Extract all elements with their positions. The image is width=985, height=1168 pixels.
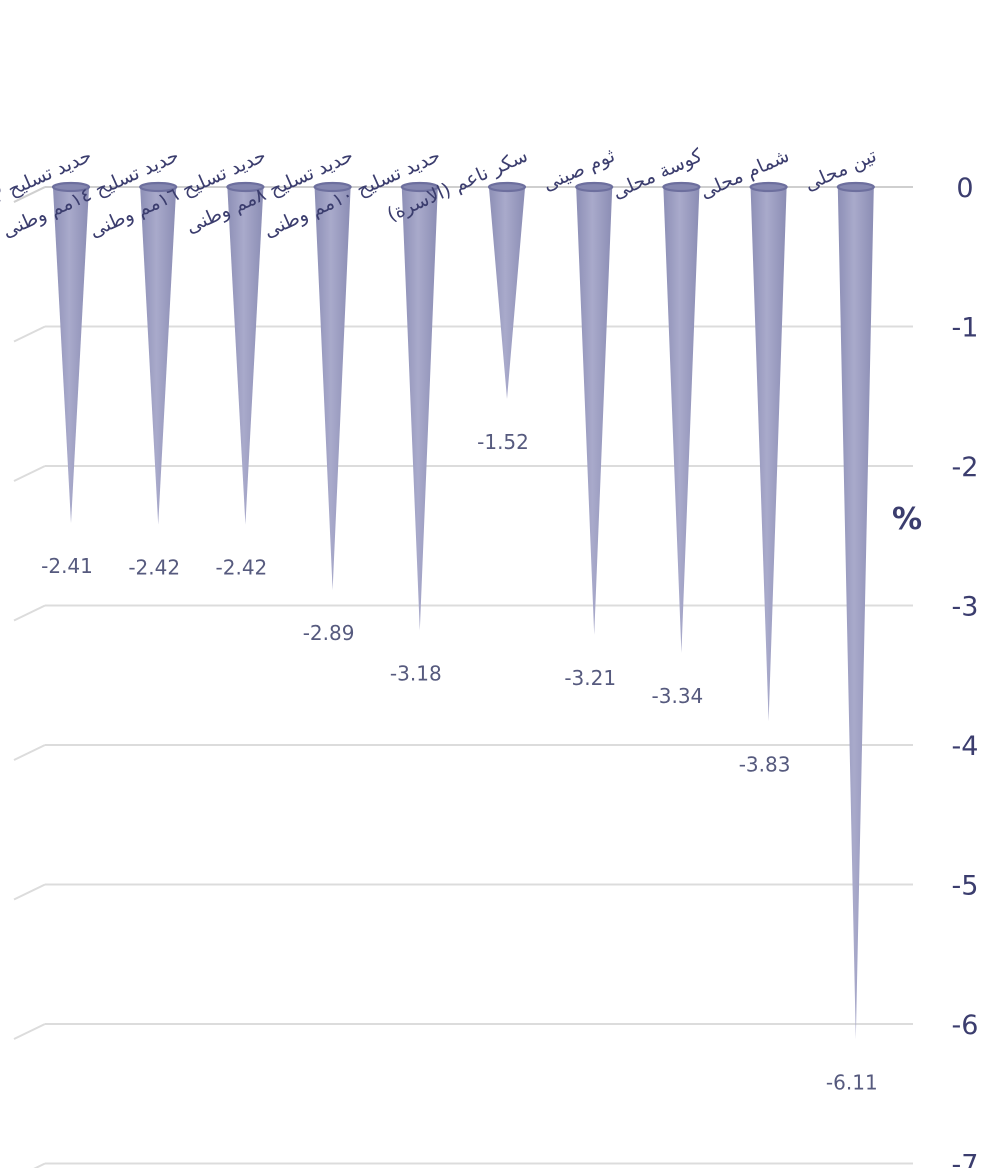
y-axis-label: % (892, 502, 922, 537)
bar-cone-2 (226, 181, 265, 525)
data-label-1: -2.42 (128, 556, 180, 580)
gridlines (13, 186, 913, 1168)
data-label-7: -3.34 (652, 684, 704, 708)
bar-cone-3 (313, 181, 352, 591)
y-tick-label-4: -4 (952, 731, 979, 762)
bar-cone-5 (487, 181, 527, 400)
y-tick-label-5: -5 (952, 871, 979, 902)
series-cones (51, 181, 875, 1040)
bar-cone-7 (662, 181, 701, 653)
gridline-5 (13, 883, 913, 901)
data-label-6: -3.21 (564, 666, 616, 690)
data-label-3: -2.89 (303, 621, 355, 645)
bar-cone-4 (400, 181, 439, 631)
y-tick-label-7: -7 (952, 1150, 979, 1168)
bar-cone-8 (749, 181, 788, 722)
gridline-7 (33, 1162, 913, 1168)
y-tick-label-1: -1 (952, 313, 979, 344)
gridline-3 (13, 604, 913, 622)
bar-cone-1 (139, 181, 178, 525)
data-label-2: -2.42 (216, 556, 268, 580)
bar-cone-0 (51, 181, 91, 524)
data-label-8: -3.83 (739, 752, 791, 776)
bar-cone-6 (575, 181, 614, 635)
gridline-2 (13, 465, 913, 482)
data-label-9: -6.11 (826, 1070, 878, 1094)
y-axis-ticks: 0 -1 -2 -3 -4 -5 -6 -7 (952, 173, 979, 1168)
y-tick-label-3: -3 (952, 592, 979, 623)
data-label-4: -3.18 (390, 662, 442, 686)
data-labels: -2.41 -2.42 -2.42 -2.89 -3.18 -1.52 -3.21 -3.34… (41, 430, 878, 1094)
bar-cone-9 (836, 181, 875, 1040)
data-label-5: -1.52 (477, 430, 529, 454)
gridline-6 (13, 1023, 913, 1040)
y-tick-label-6: -6 (952, 1010, 979, 1041)
y-tick-label-2: -2 (952, 452, 979, 483)
y-tick-label-0: 0 (956, 173, 973, 204)
data-label-0: -2.41 (41, 554, 93, 578)
gridline-4 (13, 744, 913, 761)
